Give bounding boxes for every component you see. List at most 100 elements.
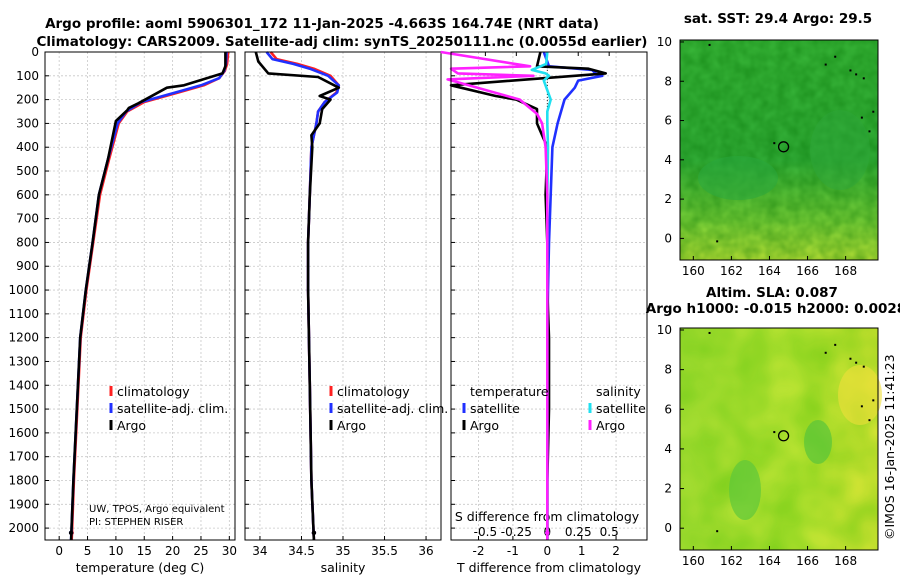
sst-map-axes: 160 162 164 166 168 0 2 4 6 8 10 (657, 35, 857, 278)
figure-title-line2: Climatology: CARS2009. Satellite-adj cli… (37, 34, 648, 50)
legend-satellite-label: satellite-adj. clim. (117, 401, 228, 416)
series-line (269, 51, 341, 541)
series-line (265, 51, 341, 541)
series-line (449, 51, 608, 540)
y-tick-label: 1800 (8, 473, 39, 487)
y-tick-label: 800 (16, 235, 39, 249)
y-tick-label: 1700 (8, 450, 39, 464)
x-tick-label: 36 (418, 544, 433, 558)
x-tick-label: 15 (137, 544, 152, 558)
island-speck (860, 116, 863, 119)
island-speck (708, 43, 711, 46)
sst-argo-position-marker (777, 141, 790, 153)
plot-frame (450, 51, 648, 541)
attribution-line2: PI: STEPHEN RISER (89, 517, 183, 528)
series-line (440, 50, 549, 540)
island-speck (716, 240, 719, 243)
y-tick-label: 1000 (8, 283, 39, 297)
x-tick-label: 0 (55, 544, 63, 558)
sst-land-specks (708, 43, 875, 243)
series-line (69, 51, 228, 541)
sla-low-patch (729, 460, 761, 520)
map-y-tick-label: 10 (657, 323, 672, 337)
y-tick-label: 400 (16, 140, 39, 154)
legend-climatology-label: climatology (117, 384, 190, 399)
y-tick-label: 1400 (8, 378, 39, 392)
map-x-tick-label: 164 (758, 554, 781, 568)
top-tick-label: -0.25 (501, 525, 532, 539)
series-line (542, 51, 604, 540)
top-tick-label: -0.5 (474, 525, 497, 539)
island-speck (834, 343, 837, 346)
island-speck (855, 73, 858, 76)
island-speck (773, 142, 776, 145)
sst-map-frame (679, 39, 879, 261)
map-y-tick-label: 2 (664, 482, 672, 496)
figure-title-line1: Argo profile: aoml 5906301_172 11-Jan-20… (45, 16, 599, 32)
map-x-tick-label: 168 (834, 554, 857, 568)
sla-map-title: Altim. SLA: 0.087 (706, 285, 838, 301)
island-speck (868, 419, 871, 422)
y-tick-label: 1200 (8, 331, 39, 345)
series-line (254, 51, 341, 541)
y-tick-label: 200 (16, 93, 39, 107)
x-tick-label: -2 (473, 544, 485, 558)
plot-frame (44, 51, 236, 541)
x-tick-label: 34.5 (288, 544, 315, 558)
island-speck (872, 399, 875, 402)
legend3-t-argo-label: Argo (470, 418, 499, 433)
sla-map-frame (679, 327, 879, 551)
island-speck (872, 110, 875, 113)
y-tick-label: 900 (16, 259, 39, 273)
sst-map-title: sat. SST: 29.4 Argo: 29.5 (684, 11, 872, 27)
x-axis-label: temperature (deg C) (76, 560, 205, 575)
sla-map-panel: Altim. SLA: 0.087 Argo h1000: -0.015 h20… (646, 285, 900, 568)
x-tick-label: 30 (222, 544, 237, 558)
island-speck (868, 130, 871, 133)
map-x-tick-label: 160 (682, 264, 705, 278)
legend3-temperature-heading: temperature (470, 384, 549, 399)
top-tick-label: 0.5 (600, 525, 619, 539)
map-y-tick-label: 4 (664, 442, 672, 456)
series-end-marker (311, 530, 317, 536)
map-x-tick-label: 166 (796, 554, 819, 568)
y-tick-label: 1500 (8, 402, 39, 416)
y-tick-label: 1900 (8, 497, 39, 511)
x-tick-label: -1 (507, 544, 519, 558)
salinity-legend: climatology satellite-adj. clim. Argo (329, 384, 448, 433)
map-y-tick-label: 8 (664, 74, 672, 88)
top-tick-label: 0.25 (565, 525, 592, 539)
sla-land-specks (708, 331, 875, 533)
map-y-tick-label: 0 (664, 231, 672, 245)
map-y-tick-label: 8 (664, 363, 672, 377)
map-x-tick-label: 162 (720, 264, 743, 278)
y-tick-label: 600 (16, 188, 39, 202)
y-tick-label: 300 (16, 116, 39, 130)
map-y-tick-label: 0 (664, 521, 672, 535)
sla-map-axes: 160 162 164 166 168 0 2 4 6 8 10 (657, 323, 857, 568)
y-tick-label: 0 (31, 45, 39, 59)
sst-warm-patch-2 (810, 110, 870, 190)
island-speck (716, 530, 719, 533)
island-speck (834, 55, 837, 58)
legend3-t-satellite-label: satellite (470, 401, 520, 416)
map-y-tick-label: 10 (657, 35, 672, 49)
x-tick-label: 35.5 (371, 544, 398, 558)
map-y-tick-label: 6 (664, 114, 672, 128)
legend3-s-satellite-label: satellite (596, 401, 646, 416)
island-speck (824, 63, 827, 66)
legend2-satellite-label: satellite-adj. clim. (337, 401, 448, 416)
sla-map-subtitle: Argo h1000: -0.015 h2000: 0.0028 (646, 301, 900, 317)
y-tick-label: 100 (16, 69, 39, 83)
x-axis-label: T difference from climatology (456, 560, 642, 575)
temperature-legend: climatology satellite-adj. clim. Argo (109, 384, 228, 433)
map-x-tick-label: 166 (796, 264, 819, 278)
attribution-line1: UW, TPOS, Argo equivalent (89, 504, 225, 515)
island-speck (824, 351, 827, 354)
legend3-salinity-heading: salinity (596, 384, 641, 399)
x-tick-label: 0 (543, 544, 551, 558)
island-speck (855, 361, 858, 364)
x-tick-label: 35 (335, 544, 350, 558)
